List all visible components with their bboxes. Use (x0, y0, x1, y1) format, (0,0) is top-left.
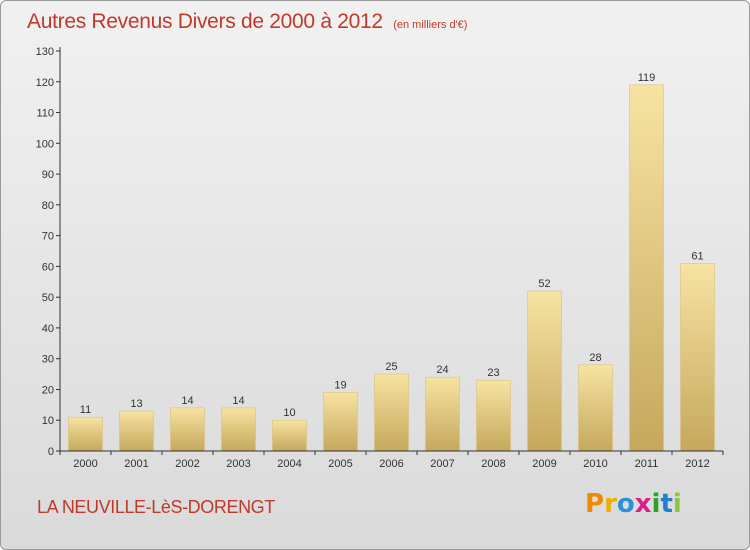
x-tick-label-2001: 2001 (124, 458, 148, 470)
y-tick-label-100: 100 (36, 138, 54, 150)
x-tick-label-2010: 2010 (583, 458, 607, 470)
bar-2002 (170, 407, 205, 452)
value-label-2000: 11 (80, 404, 91, 416)
x-tick-label-2003: 2003 (226, 458, 250, 470)
x-tick-label-2004: 2004 (277, 458, 301, 470)
y-tick-label-20: 20 (42, 385, 54, 397)
logo-letter: P (585, 489, 605, 519)
y-tick-label-130: 130 (36, 46, 54, 58)
logo-letter: i (672, 489, 682, 519)
value-label-2005: 19 (334, 380, 346, 392)
y-tick-label-40: 40 (42, 323, 54, 335)
value-label-2003: 14 (232, 395, 244, 407)
value-label-2009: 52 (538, 278, 550, 290)
bar-2007 (425, 376, 460, 452)
bar-2010 (578, 364, 613, 452)
logo-letter: i (651, 489, 661, 519)
y-tick-label-30: 30 (42, 354, 54, 366)
value-label-2001: 13 (130, 398, 142, 410)
logo-letter: t (660, 489, 673, 519)
value-label-2012: 61 (691, 250, 703, 262)
x-tick-label-2000: 2000 (73, 458, 97, 470)
labels-layer: 11 2000 13 2001 14 2002 14 2003 10 2004 19 2005 25 20… (36, 46, 710, 470)
bar-2006 (374, 373, 409, 452)
bar-2001 (119, 410, 154, 452)
x-tick-label-2011: 2011 (635, 458, 659, 470)
value-label-2004: 10 (283, 407, 295, 419)
y-tick-label-60: 60 (42, 261, 54, 273)
bar-2012 (680, 262, 715, 452)
logo-letter: r (604, 489, 617, 519)
bar-2008 (476, 379, 511, 452)
x-tick-label-2009: 2009 (532, 458, 556, 470)
y-tick-label-110: 110 (36, 108, 54, 120)
y-tick-label-120: 120 (36, 77, 54, 89)
chart-title: Autres Revenus Divers de 2000 à 2012 (27, 10, 383, 33)
x-tick-label-2007: 2007 (430, 458, 454, 470)
x-tick-label-2006: 2006 (379, 458, 403, 470)
y-tick-label-50: 50 (42, 292, 54, 304)
x-tick-label-2005: 2005 (328, 458, 352, 470)
bar-2011 (629, 84, 664, 452)
value-label-2002: 14 (181, 395, 193, 407)
x-tick-label-2008: 2008 (481, 458, 505, 470)
x-tick-label-2002: 2002 (175, 458, 199, 470)
value-label-2010: 28 (589, 352, 601, 364)
bar-2003 (221, 407, 256, 452)
value-label-2008: 23 (487, 367, 499, 379)
proxiti-logo: Proxiti (585, 489, 682, 519)
bar-2005 (323, 392, 358, 452)
value-label-2006: 25 (385, 361, 397, 373)
value-label-2011: 119 (638, 72, 656, 84)
logo-letter: o (616, 489, 635, 519)
y-tick-label-80: 80 (42, 200, 54, 212)
y-tick-label-70: 70 (42, 231, 54, 243)
bar-2009 (527, 290, 562, 452)
chart-title-block: Autres Revenus Divers de 2000 à 2012 (en… (27, 10, 467, 34)
location-name: LA NEUVILLE-LèS-DORENGT (37, 497, 275, 517)
logo-letter: x (634, 489, 652, 519)
value-label-2007: 24 (436, 364, 448, 376)
y-tick-label-10: 10 (42, 415, 54, 427)
y-tick-label-90: 90 (42, 169, 54, 181)
y-tick-label-0: 0 (48, 446, 54, 458)
bar-2004 (272, 419, 307, 452)
chart-subtitle: (en milliers d'€) (393, 19, 468, 31)
bar-2000 (68, 416, 103, 452)
x-tick-label-2012: 2012 (685, 458, 709, 470)
bars-layer (68, 84, 715, 452)
axes-layer (56, 47, 724, 455)
